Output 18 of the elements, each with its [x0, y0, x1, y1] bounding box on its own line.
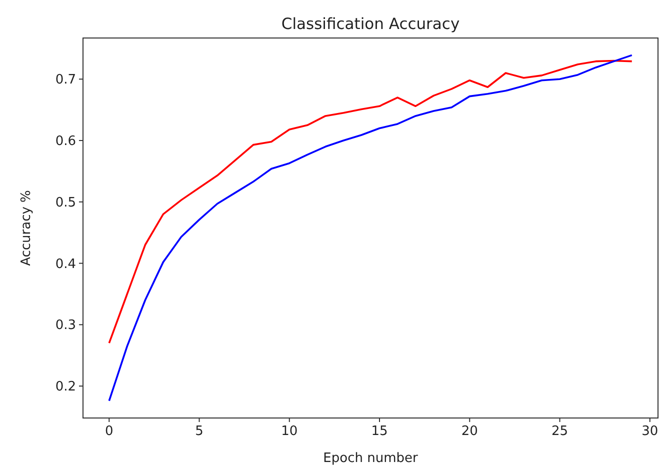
y-tick-label: 0.3	[55, 318, 76, 334]
y-tick-label: 0.6	[55, 134, 76, 150]
y-tick-label: 0.4	[55, 256, 76, 272]
x-tick-label: 0	[104, 424, 114, 439]
y-tick-label: 0.7	[55, 72, 76, 88]
x-tick-label: 25	[551, 424, 568, 439]
x-axis-title: Epoch number	[323, 451, 418, 466]
line-series	[108, 60, 633, 344]
y-tick-label: 0.5	[55, 195, 76, 210]
x-tick-label: 15	[371, 424, 388, 439]
x-tick-label: 5	[195, 424, 204, 439]
y-axis-title: Accuracy %	[19, 190, 34, 266]
line-series	[108, 54, 633, 402]
x-tick-label: 30	[642, 424, 658, 439]
y-tick-label: 0.2	[55, 380, 76, 395]
x-tick-label: 10	[281, 424, 298, 439]
x-tick-label: 20	[461, 424, 478, 439]
chart-title: Classification Accuracy	[281, 15, 460, 33]
